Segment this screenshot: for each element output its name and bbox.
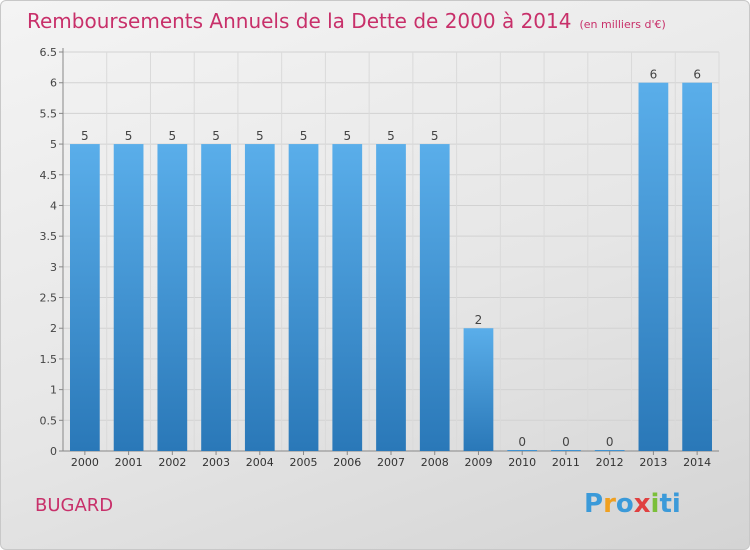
logo-letter: x [633,489,651,519]
bar [113,144,144,452]
commune-name: BUGARD [35,495,114,516]
y-tick-label: 2 [50,322,57,335]
bar [332,144,363,452]
y-tick-label: 1 [50,384,57,397]
data-label: 6 [650,68,658,82]
y-tick-label: 3.5 [40,230,58,243]
chart-title-text: Remboursements Annuels de la Dette de 20… [27,9,572,33]
bar [244,144,275,452]
y-tick-label: 5 [50,138,57,151]
x-tick-label: 2004 [246,456,274,469]
x-tick-label: 2012 [596,456,624,469]
y-tick-label: 1.5 [40,353,58,366]
data-label: 0 [562,435,570,449]
x-tick-label: 2002 [158,456,186,469]
y-tick-label: 4.5 [40,169,58,182]
y-tick-label: 6 [50,77,57,90]
x-tick-label: 2003 [202,456,230,469]
data-label: 5 [212,129,220,143]
x-tick-label: 2001 [115,456,143,469]
data-label: 5 [387,129,395,143]
data-label: 5 [300,129,308,143]
proxiti-logo: Proxiti [584,489,681,519]
bar [507,450,538,451]
bar [201,144,231,452]
x-tick-label: 2009 [464,456,492,469]
bar [594,450,625,451]
bar [288,144,319,452]
bar [419,144,450,452]
chart-title: Remboursements Annuels de la Dette de 20… [27,9,666,33]
data-label: 5 [125,129,133,143]
bar [69,144,100,452]
data-label: 5 [256,129,264,143]
logo-letter: ti [659,489,681,519]
y-tick-label: 2.5 [40,292,58,305]
bar [638,82,669,451]
data-label: 5 [81,129,89,143]
x-tick-label: 2007 [377,456,405,469]
logo-letter: P [584,489,604,519]
y-tick-label: 4 [50,199,57,212]
y-tick-label: 0.5 [40,414,58,427]
bar [551,450,581,451]
x-tick-label: 2005 [290,456,318,469]
chart-unit: (en milliers d'€) [579,18,666,31]
x-tick-label: 2010 [508,456,536,469]
data-label: 5 [431,129,439,143]
bar [376,144,406,452]
x-tick-label: 2013 [639,456,667,469]
logo-letter: i [650,489,660,519]
data-label: 0 [518,435,526,449]
data-label: 5 [343,129,351,143]
x-tick-label: 2000 [71,456,99,469]
data-label: 2 [475,313,483,327]
x-tick-label: 2014 [683,456,711,469]
data-label: 5 [169,129,177,143]
y-tick-label: 0 [50,445,57,458]
bar [157,144,188,452]
value-labels: 5 5 5 5 5 5 5 5 5 2 0 0 0 6 6 [81,68,701,449]
bars [69,82,713,452]
data-label: 6 [693,68,701,82]
bar [463,328,494,451]
logo-letter: r [603,489,616,519]
y-tick-label: 3 [50,261,57,274]
y-tick-label: 5.5 [40,107,58,120]
data-label: 0 [606,435,614,449]
x-tick-label: 2006 [333,456,361,469]
bar [682,82,713,451]
x-tick-label: 2008 [421,456,449,469]
x-tick-label: 2011 [552,456,580,469]
logo-letter: o [615,489,634,519]
y-tick-label: 6.5 [40,46,58,59]
